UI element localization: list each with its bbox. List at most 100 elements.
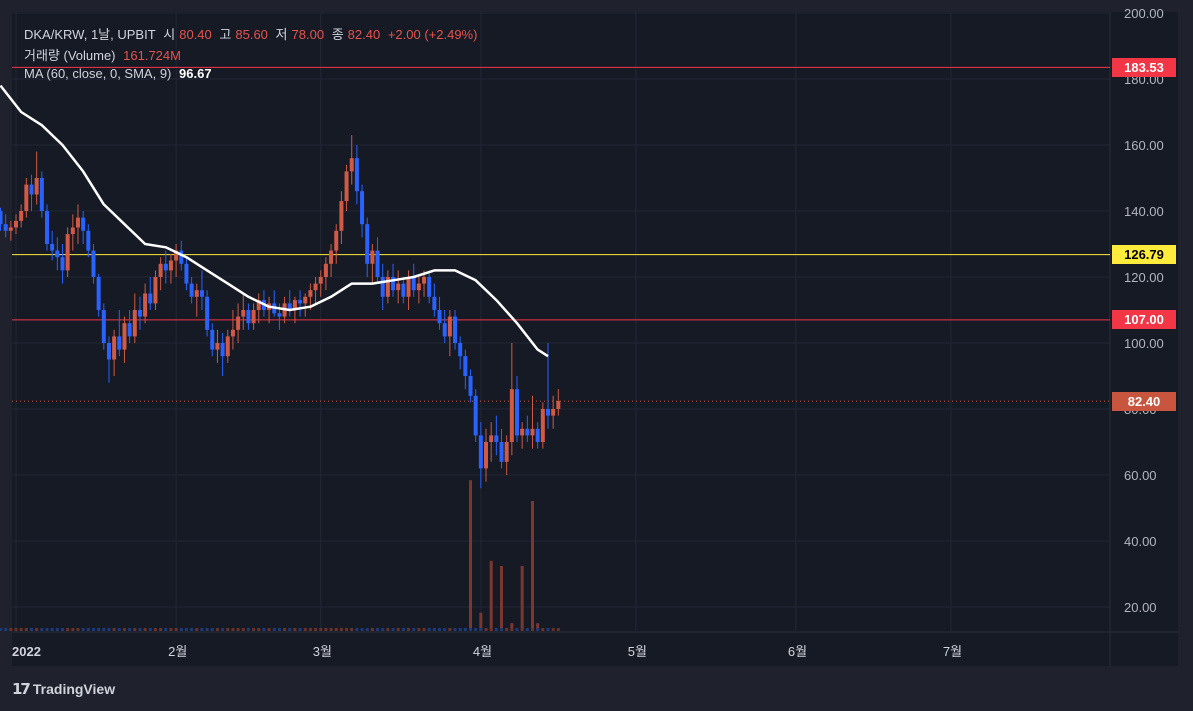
ma-line: [0, 84, 549, 358]
volume-bar: [45, 628, 49, 631]
footer-brand[interactable]: 17 TradingView: [12, 680, 115, 698]
volume-bar: [556, 628, 560, 631]
candle-body: [168, 260, 173, 271]
volume-bar: [35, 628, 39, 631]
x-tick-label: 3월: [313, 644, 332, 659]
symbol-legend: DKA/KRW, 1날, UPBIT 시 80.40 고 85.60 저 78.00 …: [24, 24, 481, 43]
y-tick-label: 120.00: [1124, 270, 1164, 285]
candle-body: [329, 250, 334, 264]
candle-body: [453, 316, 458, 343]
volume-bar: [215, 628, 219, 631]
symbol-name: DKA/KRW, 1날, UPBIT: [24, 27, 156, 42]
candle-body: [184, 263, 189, 284]
volume-bar: [432, 628, 436, 631]
candle-body: [427, 277, 432, 297]
x-tick-label: 2022: [12, 644, 41, 659]
volume-bar: [355, 628, 359, 631]
volume-bar: [112, 628, 116, 631]
volume-bar: [453, 628, 457, 631]
candle-body: [96, 277, 101, 310]
volume-bar: [195, 628, 199, 631]
volume-bar: [458, 628, 462, 631]
volume-bar: [138, 628, 142, 631]
volume-bar: [360, 628, 364, 631]
volume-bar: [117, 628, 121, 631]
candle-body: [65, 234, 70, 271]
volume-bar: [376, 628, 380, 631]
volume-bar: [9, 628, 13, 631]
candle-body: [468, 376, 473, 396]
volume-bar: [288, 628, 292, 631]
volume-bar: [520, 566, 524, 631]
volume-bar: [66, 628, 70, 631]
volume-bar: [401, 628, 405, 631]
candle-body: [132, 310, 137, 337]
candle-body: [0, 211, 3, 225]
candle-body: [39, 178, 44, 211]
candle-body: [256, 300, 261, 310]
candle-body: [318, 277, 323, 284]
candle-body: [148, 293, 153, 304]
volume-bar: [334, 628, 338, 631]
volume-bar: [510, 628, 514, 631]
volume-bar: [236, 628, 240, 631]
price-axis[interactable]: [1110, 12, 1178, 666]
candle-body: [535, 428, 540, 442]
candle-body: [375, 250, 380, 277]
candle-body: [205, 296, 210, 330]
candle-body: [437, 310, 442, 324]
candle-body: [354, 158, 359, 192]
volume-bar: [148, 628, 152, 631]
candle-body: [478, 435, 483, 469]
volume-bar: [257, 628, 261, 631]
candle-body: [287, 303, 292, 310]
volume-bar: [505, 628, 509, 631]
candle-body: [163, 263, 168, 271]
volume-bar: [531, 501, 534, 631]
candle-body: [101, 310, 106, 343]
volume-bar: [298, 628, 302, 631]
volume-bar: [515, 628, 519, 631]
candle-body: [75, 217, 80, 228]
y-tick-label: 100.00: [1124, 336, 1164, 351]
candle-body: [153, 277, 158, 304]
x-tick-label: 7월: [943, 644, 962, 659]
candle-body: [380, 277, 385, 297]
y-tick-label: 140.00: [1124, 204, 1164, 219]
volume-bar: [179, 628, 183, 631]
candle-body: [515, 389, 520, 436]
volume-bar: [448, 628, 452, 631]
volume-bar: [107, 628, 111, 631]
volume-bar: [40, 628, 44, 631]
volume-bar: [159, 628, 163, 631]
volume-bar: [479, 628, 483, 631]
volume-bar: [391, 628, 395, 631]
candle-body: [194, 290, 199, 297]
volume-bar: [24, 628, 28, 631]
volume-bar: [479, 612, 483, 631]
candle-body: [298, 300, 303, 304]
candle-body: [349, 158, 354, 172]
candle-body: [50, 244, 55, 251]
plot-area: [12, 12, 1110, 632]
volume-value: 161.724M: [123, 48, 181, 63]
volume-bar: [324, 628, 328, 631]
candle-body: [458, 343, 463, 357]
volume-bar: [365, 628, 369, 631]
candle-body: [509, 389, 514, 442]
candle-body: [551, 409, 556, 416]
price-tag-183: 183.53: [1112, 57, 1176, 77]
volume-bar: [474, 628, 478, 631]
candle-body: [489, 435, 494, 442]
ma-legend: MA (60, close, 0, SMA, 9) 96.67: [24, 66, 216, 81]
brand-name: TradingView: [32, 681, 116, 697]
volume-bar: [489, 560, 493, 631]
volume-bar: [469, 480, 473, 631]
candle-body: [246, 310, 251, 324]
volume-bar: [272, 628, 276, 631]
candle-body: [432, 296, 437, 310]
price-tag-107: 107.00: [1112, 310, 1176, 330]
volume-bar: [381, 628, 385, 631]
candle-body: [241, 310, 246, 317]
